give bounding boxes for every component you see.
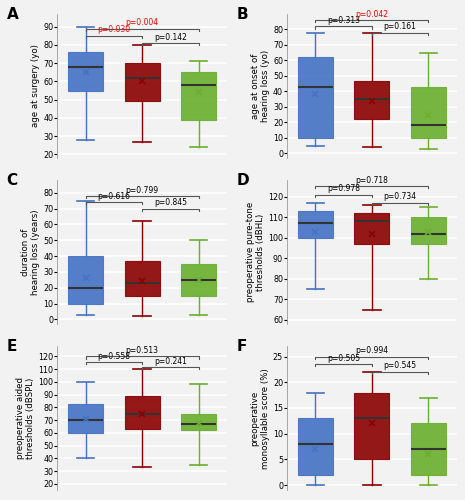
Text: p=0.313: p=0.313 bbox=[327, 16, 360, 25]
Y-axis label: age at onset of
hearing loss (yo): age at onset of hearing loss (yo) bbox=[251, 50, 270, 122]
Text: p=0.718: p=0.718 bbox=[356, 176, 388, 184]
Text: p=0.142: p=0.142 bbox=[154, 32, 187, 42]
Text: p=0.978: p=0.978 bbox=[327, 184, 360, 193]
Y-axis label: age at surgery (yo): age at surgery (yo) bbox=[32, 44, 40, 128]
PathPatch shape bbox=[298, 211, 333, 238]
Y-axis label: preoperative
monosyllable score (%): preoperative monosyllable score (%) bbox=[251, 368, 270, 468]
Text: p=0.513: p=0.513 bbox=[126, 346, 159, 356]
Text: p=0.558: p=0.558 bbox=[98, 352, 131, 360]
Text: p=0.241: p=0.241 bbox=[154, 356, 187, 366]
Text: p=0.030: p=0.030 bbox=[97, 26, 131, 35]
Text: p=0.042: p=0.042 bbox=[355, 10, 388, 19]
Text: p=0.799: p=0.799 bbox=[126, 186, 159, 194]
PathPatch shape bbox=[125, 261, 159, 296]
PathPatch shape bbox=[125, 63, 159, 102]
PathPatch shape bbox=[68, 404, 103, 433]
Text: B: B bbox=[236, 7, 248, 22]
Text: C: C bbox=[7, 173, 18, 188]
PathPatch shape bbox=[181, 414, 216, 430]
PathPatch shape bbox=[298, 58, 333, 138]
Text: p=0.161: p=0.161 bbox=[384, 22, 417, 32]
PathPatch shape bbox=[354, 392, 390, 460]
Text: p=0.994: p=0.994 bbox=[355, 346, 388, 355]
Text: A: A bbox=[7, 7, 19, 22]
Y-axis label: preoperative aided
thresholds (dBSPL): preoperative aided thresholds (dBSPL) bbox=[16, 377, 35, 459]
PathPatch shape bbox=[125, 396, 159, 429]
PathPatch shape bbox=[68, 52, 103, 90]
PathPatch shape bbox=[298, 418, 333, 475]
Y-axis label: duration of
hearing loss (years): duration of hearing loss (years) bbox=[21, 210, 40, 295]
PathPatch shape bbox=[411, 424, 446, 475]
PathPatch shape bbox=[411, 217, 446, 244]
PathPatch shape bbox=[68, 256, 103, 304]
Text: D: D bbox=[236, 173, 249, 188]
PathPatch shape bbox=[354, 80, 390, 119]
Text: p=0.505: p=0.505 bbox=[327, 354, 360, 362]
Y-axis label: preoperative pure-tone
thresholds (dBHL): preoperative pure-tone thresholds (dBHL) bbox=[246, 202, 265, 302]
Text: p=0.845: p=0.845 bbox=[154, 198, 187, 207]
Text: E: E bbox=[7, 339, 17, 354]
Text: F: F bbox=[236, 339, 247, 354]
Text: p=0.734: p=0.734 bbox=[384, 192, 417, 201]
PathPatch shape bbox=[181, 72, 216, 120]
Text: p=0.545: p=0.545 bbox=[384, 362, 417, 370]
Text: p=0.004: p=0.004 bbox=[126, 18, 159, 27]
PathPatch shape bbox=[181, 264, 216, 296]
Text: p=0.616: p=0.616 bbox=[98, 192, 131, 201]
PathPatch shape bbox=[411, 86, 446, 138]
PathPatch shape bbox=[354, 213, 390, 244]
